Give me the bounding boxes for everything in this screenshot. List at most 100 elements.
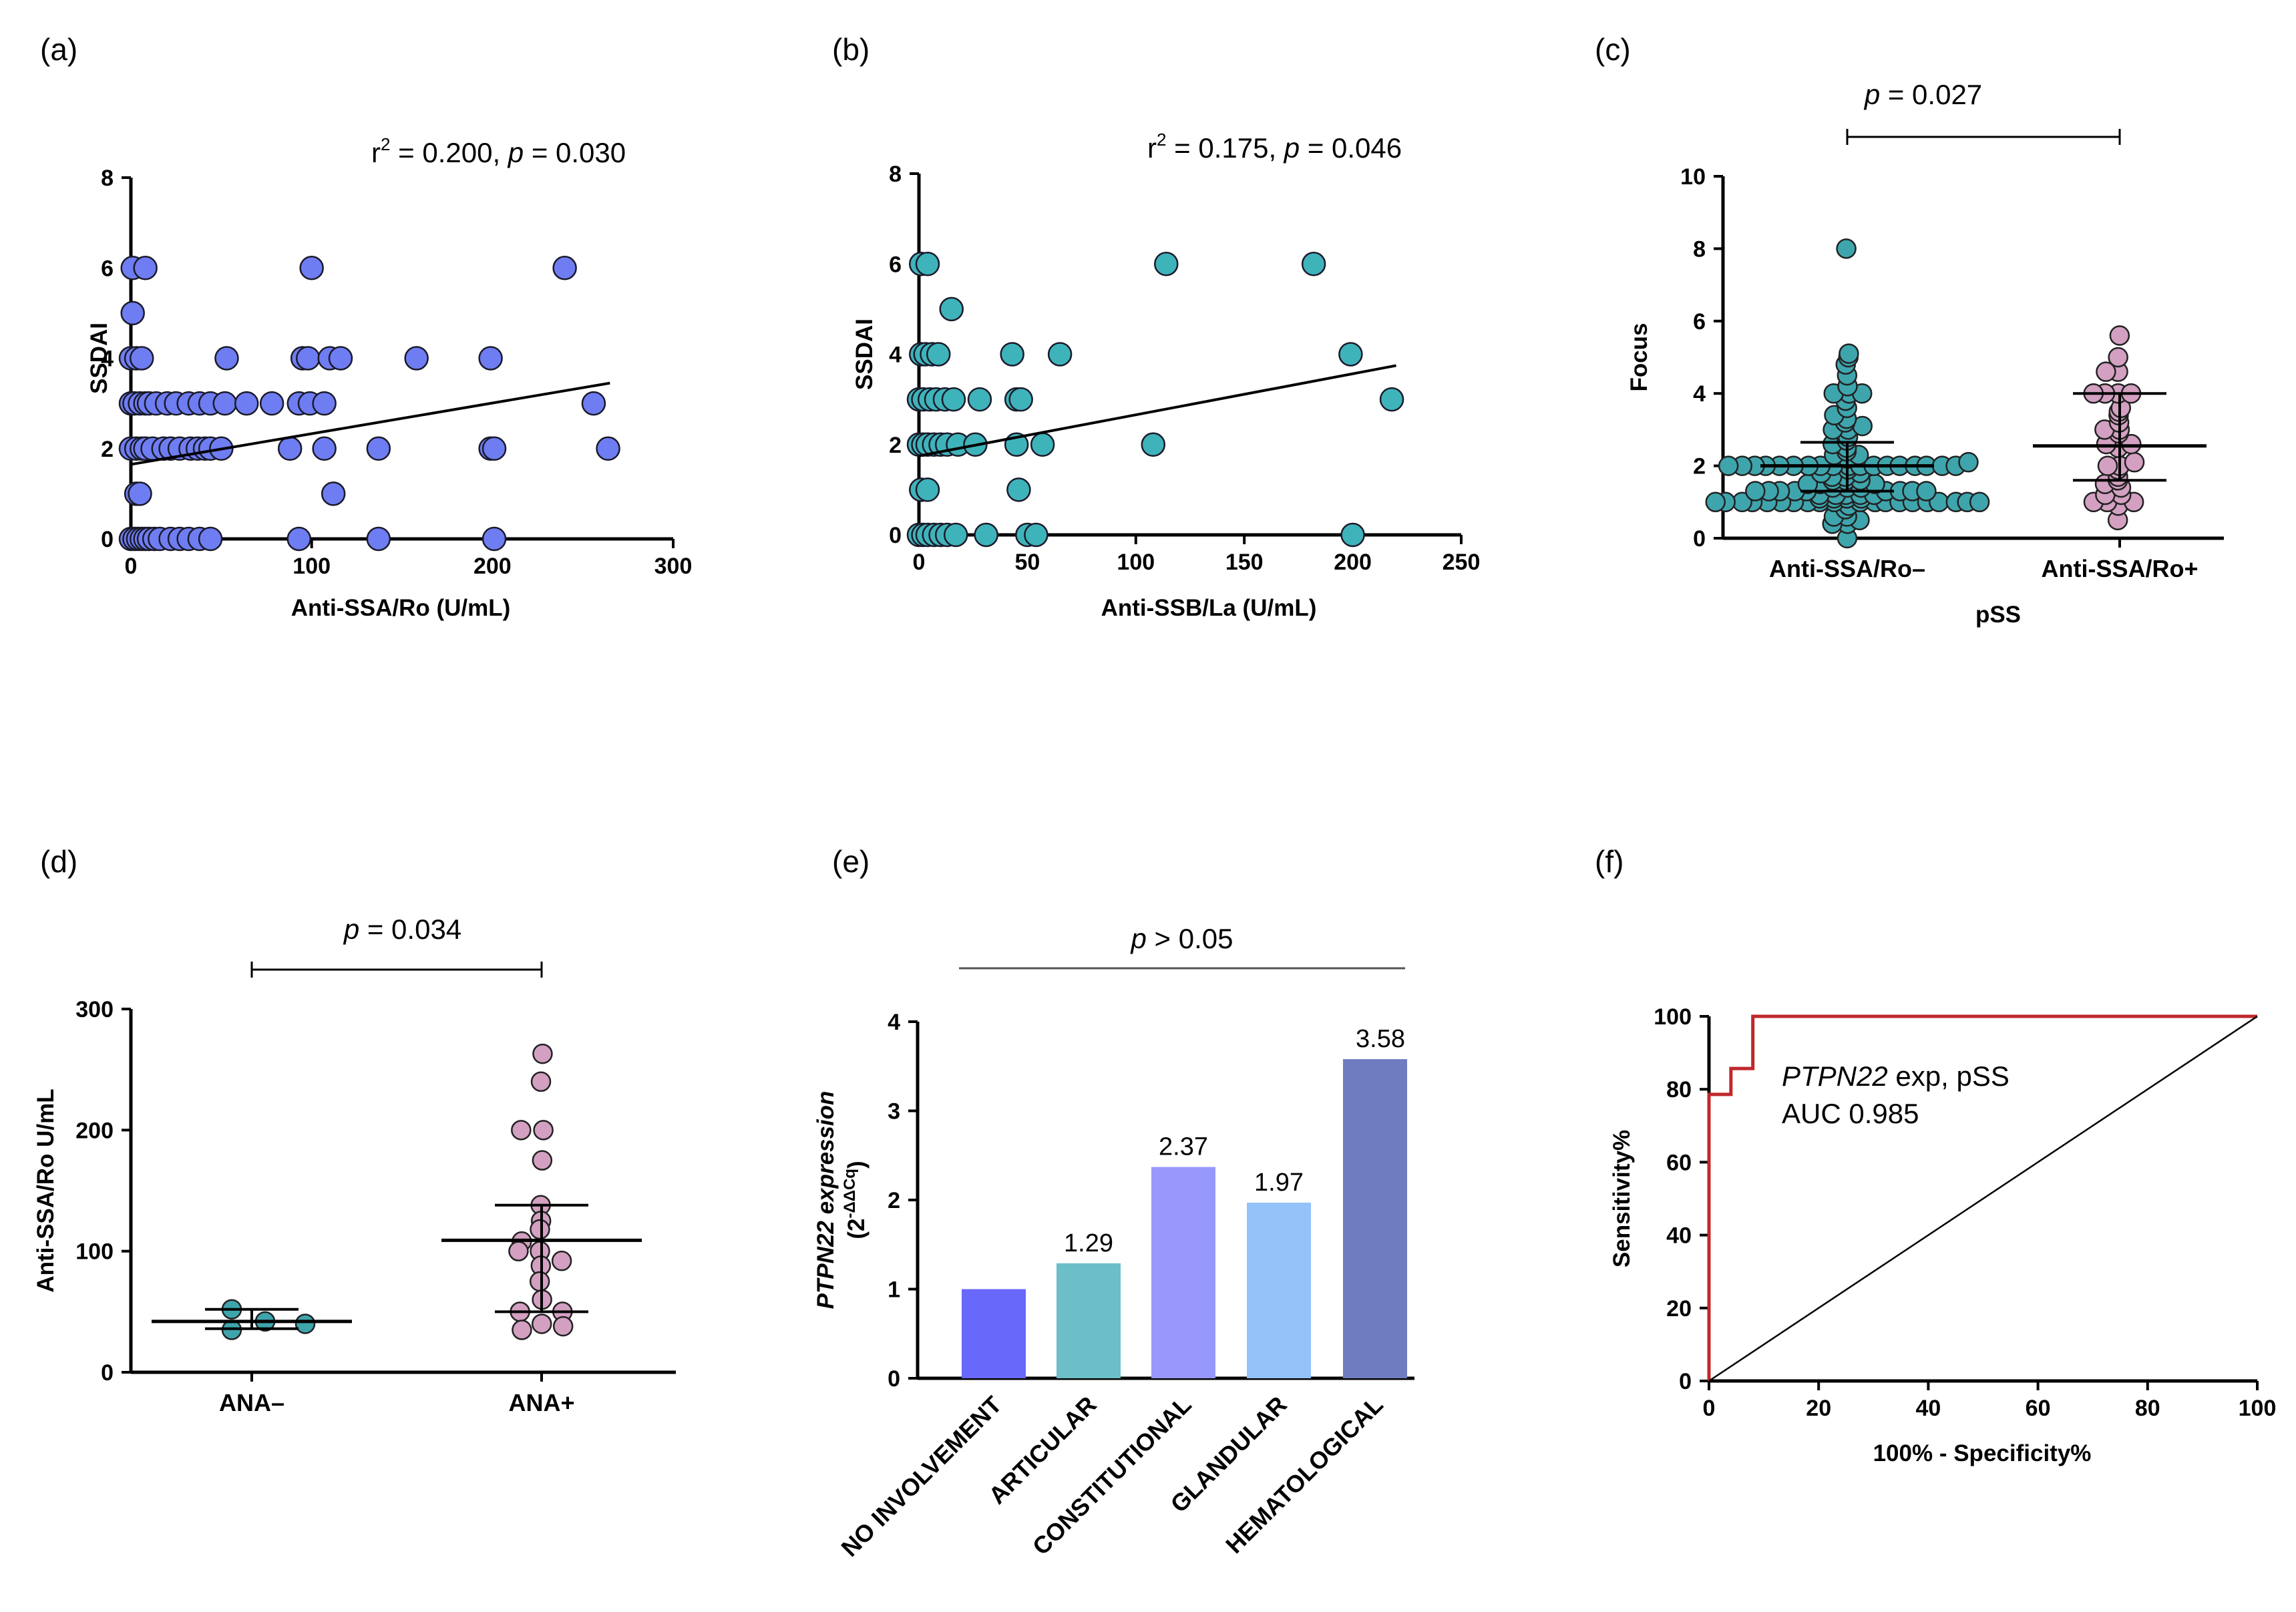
data-point xyxy=(1969,491,1990,513)
panel-c-p-value: p = 0.027 xyxy=(1863,79,1982,110)
panel-c-y-axis-label: Focus xyxy=(1626,323,1652,391)
x-tick-label: 60 xyxy=(2026,1396,2051,1421)
panel-f-auc-label: AUC 0.985 xyxy=(1782,1098,1919,1129)
y-tick-label: 60 xyxy=(1666,1150,1692,1175)
panel-b: (b) r2 = 0.175, p = 0.046 SSDAI Anti-SSB… xyxy=(832,32,1480,621)
y-tick-label: 4 xyxy=(889,343,902,368)
data-point xyxy=(530,1071,552,1092)
data-point xyxy=(2108,347,2128,368)
panel-e-letter: (e) xyxy=(832,844,870,879)
y-tick-label: 0 xyxy=(888,1366,900,1392)
data-point xyxy=(1301,252,1326,276)
x-category-label: Anti-SSA/Ro+ xyxy=(2041,555,2198,582)
y-tick-label: 100 xyxy=(1654,1004,1692,1030)
data-point xyxy=(552,256,577,280)
y-tick-label: 10 xyxy=(1680,164,1706,190)
panel-f: (f) Sensitivity% 100% - Specificity% PTP… xyxy=(1595,844,2276,1466)
data-point xyxy=(198,526,223,552)
regression-line xyxy=(918,364,1396,457)
data-point xyxy=(128,481,152,506)
bar xyxy=(1151,1167,1215,1378)
data-point xyxy=(234,391,259,416)
data-point xyxy=(133,256,158,280)
panel-c-x-axis-label: pSS xyxy=(1975,602,2021,628)
bar xyxy=(1057,1263,1121,1378)
x-tick-label: 150 xyxy=(1225,550,1264,575)
data-point xyxy=(1839,343,1859,364)
panel-c-letter: (c) xyxy=(1595,32,1631,67)
y-tick-label: 2 xyxy=(889,433,902,458)
data-point xyxy=(478,346,503,371)
y-tick-label: 4 xyxy=(888,1010,900,1035)
panel-a-y-axis-label: SSDAI xyxy=(86,323,112,394)
y-tick-label: 100 xyxy=(75,1239,114,1265)
data-point xyxy=(366,526,391,552)
x-category-label: ANA– xyxy=(219,1389,284,1416)
data-point xyxy=(529,1271,550,1292)
x-tick-label: 200 xyxy=(1334,550,1372,575)
panel-b-stats: r2 = 0.175, p = 0.046 xyxy=(1147,130,1402,164)
y-tick-label: 4 xyxy=(1693,381,1706,407)
data-point xyxy=(2109,325,2130,346)
panel-f-y-axis-label: Sensitivity% xyxy=(1609,1130,1635,1267)
panel-f-x-axis-label: 100% - Specificity% xyxy=(1873,1440,2092,1466)
y-tick-label: 0 xyxy=(101,527,114,552)
y-tick-label: 0 xyxy=(1693,526,1706,552)
data-point xyxy=(533,1120,554,1141)
data-point xyxy=(1718,455,1739,476)
y-tick-label: 6 xyxy=(101,256,114,281)
data-point xyxy=(129,346,154,371)
y-tick-label: 8 xyxy=(1693,236,1706,262)
panel-a-letter: (a) xyxy=(40,32,77,67)
data-point xyxy=(512,1320,532,1340)
bar xyxy=(1343,1059,1407,1378)
x-category-label: NO INVOLVEMENT xyxy=(835,1391,1006,1562)
panel-e-y-axis-label: PTPN22 expression (2-ΔΔCq) xyxy=(813,1091,870,1309)
data-point xyxy=(596,436,620,461)
y-tick-label: 1 xyxy=(888,1277,900,1303)
y-tick-label: 80 xyxy=(1666,1077,1692,1102)
bar-value-label: 3.58 xyxy=(1356,1025,1405,1053)
roc-curve xyxy=(1707,1014,2257,1381)
svg-text:PTPN22 expression: PTPN22 expression xyxy=(813,1091,839,1309)
panel-f-letter: (f) xyxy=(1595,844,1623,879)
y-tick-label: 300 xyxy=(75,997,114,1022)
y-tick-label: 6 xyxy=(1693,309,1706,335)
x-category-label: ANA+ xyxy=(508,1389,574,1416)
data-point xyxy=(259,391,284,416)
y-tick-label: 20 xyxy=(1666,1296,1692,1322)
y-tick-label: 4 xyxy=(101,347,114,372)
data-point xyxy=(312,436,337,461)
x-tick-label: 300 xyxy=(654,554,693,579)
panel-a-x-axis-label: Anti-SSA/Ro (U/mL) xyxy=(291,595,511,621)
data-point xyxy=(915,477,940,502)
data-point xyxy=(214,346,239,371)
data-point xyxy=(511,1120,532,1141)
data-point xyxy=(482,436,507,461)
x-tick-label: 50 xyxy=(1014,550,1040,575)
bar xyxy=(962,1289,1026,1378)
x-tick-label: 200 xyxy=(473,554,512,579)
data-point xyxy=(943,522,968,548)
data-point xyxy=(941,387,966,412)
x-tick-label: 0 xyxy=(1703,1396,1716,1421)
panel-d: (d) p = 0.034 Anti-SSA/Ro U/mL 0 100 200 30… xyxy=(33,844,676,1416)
data-point xyxy=(531,1314,552,1334)
data-point xyxy=(532,1043,553,1064)
data-point xyxy=(286,526,311,552)
data-point xyxy=(366,436,391,461)
x-category-label: HEMATOLOGICAL xyxy=(1220,1391,1388,1559)
y-tick-label: 0 xyxy=(1679,1369,1692,1394)
data-point xyxy=(2097,455,2118,476)
y-tick-label: 200 xyxy=(75,1118,114,1143)
data-point xyxy=(299,256,324,280)
data-point xyxy=(212,391,237,416)
data-point xyxy=(1338,342,1363,367)
y-tick-label: 40 xyxy=(1666,1223,1692,1249)
y-tick-label: 2 xyxy=(1693,454,1706,479)
data-point xyxy=(581,391,606,416)
y-tick-label: 8 xyxy=(889,162,902,187)
data-point xyxy=(1006,477,1031,502)
data-point xyxy=(1024,522,1048,548)
